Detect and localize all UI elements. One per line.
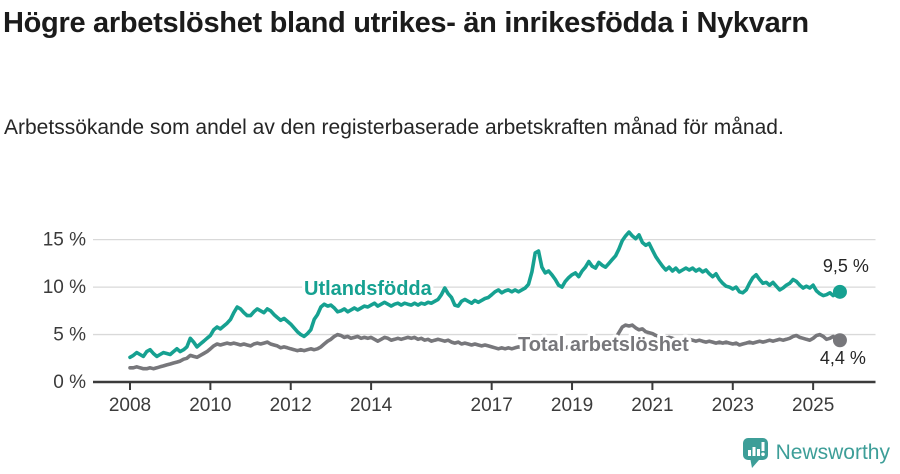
x-tick-label: 2014 bbox=[350, 395, 393, 416]
x-tick-label: 2023 bbox=[712, 395, 754, 416]
brand-name: Newsworthy bbox=[775, 441, 890, 464]
series-line-0 bbox=[128, 323, 842, 371]
newsworthy-logo-icon bbox=[742, 438, 768, 468]
x-tick-label: 2010 bbox=[189, 395, 231, 416]
chart-subtitle: Arbetssökande som andel av den registerb… bbox=[4, 116, 784, 139]
series-label-1: Utlandsfödda bbox=[304, 278, 433, 300]
series-line-1 bbox=[128, 230, 842, 360]
brand-footer: Newsworthy bbox=[742, 437, 890, 469]
end-value-label-1: 9,5 % bbox=[823, 256, 869, 276]
y-tick-label: 5 % bbox=[53, 325, 86, 346]
x-tick-label: 2017 bbox=[471, 395, 513, 416]
x-tick-label: 2025 bbox=[792, 395, 834, 416]
end-dot-1 bbox=[832, 284, 847, 299]
y-tick-label: 15 % bbox=[43, 230, 86, 251]
x-tick-label: 2008 bbox=[109, 395, 151, 416]
x-tick-label: 2012 bbox=[270, 395, 312, 416]
x-tick-label: 2021 bbox=[631, 395, 673, 416]
chart-title: Högre arbetslöshet bland utrikes- än inr… bbox=[3, 7, 809, 39]
y-tick-label: 0 % bbox=[53, 372, 86, 393]
end-dot-0 bbox=[832, 333, 847, 348]
x-tick-label: 2019 bbox=[551, 395, 593, 416]
end-value-label-0: 4,4 % bbox=[820, 348, 866, 368]
series-label-0: Total arbetslöshet bbox=[518, 334, 689, 356]
y-tick-label: 10 % bbox=[43, 277, 86, 298]
